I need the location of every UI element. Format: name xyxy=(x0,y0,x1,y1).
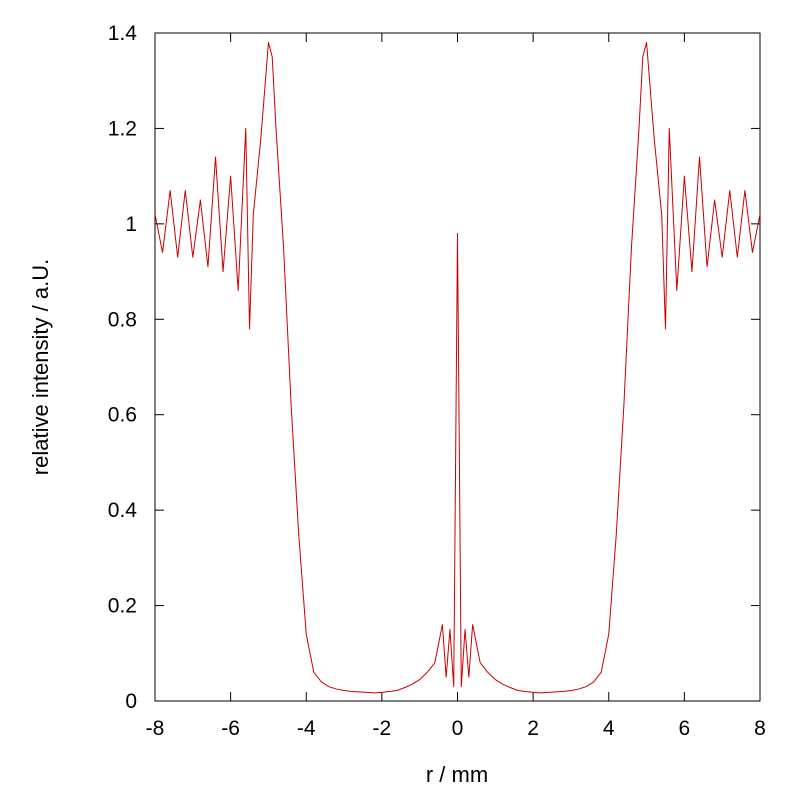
x-tick-label: 6 xyxy=(679,717,691,740)
x-axis-label: r / mm xyxy=(426,762,488,787)
y-tick-label: 0 xyxy=(125,690,137,713)
y-axis-label: relative intensity / a.U. xyxy=(28,259,53,475)
y-tick-label: 1.4 xyxy=(108,22,138,45)
tick-marks xyxy=(154,32,761,702)
x-tick-label: -6 xyxy=(221,717,240,740)
series-layer xyxy=(154,42,761,694)
x-tick-label: 8 xyxy=(754,717,766,740)
y-tick-label: 0.6 xyxy=(108,404,137,427)
x-tick-label: -2 xyxy=(373,717,392,740)
x-tick-label: 0 xyxy=(452,717,464,740)
x-tick-label: -4 xyxy=(297,717,316,740)
y-tick-label: 0.8 xyxy=(108,308,137,331)
y-tick-label: 0.4 xyxy=(108,499,138,522)
y-tick-label: 1.2 xyxy=(108,117,137,140)
y-tick-label: 0.2 xyxy=(108,595,137,618)
x-tick-label: 4 xyxy=(603,717,615,740)
series-line xyxy=(154,42,761,694)
y-tick-label: 1 xyxy=(125,213,137,236)
x-tick-label: -8 xyxy=(146,717,165,740)
x-tick-label: 2 xyxy=(527,717,539,740)
tick-labels: -8 -6 -4 -2 0 2 4 6 8 0 0.2 0.4 0.6 0.8 1 1.2 1.4 xyxy=(108,22,766,740)
